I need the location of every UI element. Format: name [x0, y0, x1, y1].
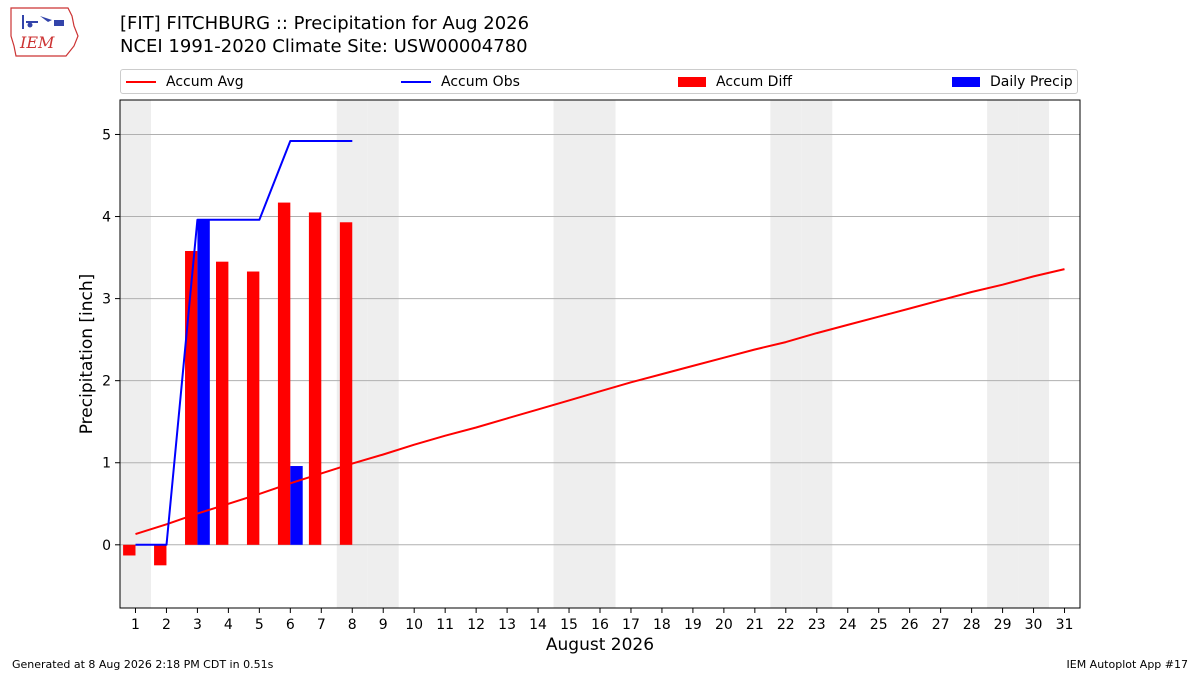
daily-precip-bar — [197, 219, 210, 545]
x-tick-label: 16 — [591, 617, 609, 633]
y-tick-label: 0 — [102, 538, 111, 554]
accum-obs-line — [135, 140, 353, 546]
x-tick-label: 21 — [746, 617, 764, 633]
x-tick-label: 13 — [498, 617, 516, 633]
x-tick-label: 22 — [777, 617, 795, 633]
x-tick-label: 30 — [1025, 617, 1043, 633]
x-tick-label: 11 — [436, 617, 454, 633]
accum-avg-line — [135, 268, 1065, 536]
legend-swatch-accum-avg — [126, 80, 156, 83]
y-tick-label: 1 — [102, 456, 111, 472]
weekend-band — [1018, 100, 1050, 608]
footer-app: IEM Autoplot App #17 — [1066, 658, 1189, 671]
accum-diff-bar — [154, 544, 167, 566]
y-tick-label: 3 — [102, 292, 111, 308]
legend-item-accum-obs: Accum Obs — [401, 70, 520, 93]
chart-title: [FIT] FITCHBURG :: Precipitation for Aug… — [120, 12, 529, 58]
legend-label-daily-precip: Daily Precip — [990, 73, 1073, 90]
x-tick-label: 4 — [224, 617, 233, 633]
x-tick-label: 5 — [255, 617, 264, 633]
x-tick-label: 25 — [870, 617, 888, 633]
y-tick-label: 4 — [102, 210, 111, 226]
weekend-band — [584, 100, 616, 608]
weekend-band — [801, 100, 833, 608]
legend-item-daily-precip: Daily Precip — [952, 70, 1073, 93]
x-tick-label: 28 — [963, 617, 981, 633]
logo-text: IEM — [19, 33, 55, 52]
title-line-2: NCEI 1991-2020 Climate Site: USW00004780 — [120, 36, 528, 57]
legend-item-accum-diff: Accum Diff — [678, 70, 792, 93]
legend-label-accum-avg: Accum Avg — [166, 73, 244, 90]
x-tick-label: 6 — [286, 617, 295, 633]
accum-diff-bar — [277, 202, 291, 545]
accum-diff-bar — [123, 544, 136, 556]
accum-diff-bar — [216, 261, 229, 545]
accum-diff-bar — [339, 222, 353, 545]
x-tick-label: 20 — [715, 617, 733, 633]
x-tick-label: 1 — [131, 617, 140, 633]
legend-label-accum-diff: Accum Diff — [716, 73, 793, 90]
x-tick-label: 10 — [405, 617, 423, 633]
x-tick-label: 8 — [348, 617, 357, 633]
y-axis-label: Precipitation [inch] — [77, 274, 97, 435]
legend-swatch-accum-diff — [678, 76, 706, 87]
x-tick-label: 19 — [684, 617, 702, 633]
x-axis-label: August 2026 — [546, 635, 654, 655]
weekend-band — [367, 100, 399, 608]
x-tick-label: 29 — [994, 617, 1012, 633]
legend: Accum Avg Accum Obs Accum Diff Daily Pre… — [120, 69, 1078, 94]
weekend-band — [120, 100, 151, 608]
legend-swatch-daily-precip — [952, 76, 980, 87]
legend-label-accum-obs: Accum Obs — [441, 73, 520, 90]
weekend-band — [770, 100, 802, 608]
x-tick-label: 26 — [901, 617, 919, 633]
title-line-1: [FIT] FITCHBURG :: Precipitation for Aug… — [120, 13, 530, 34]
x-tick-label: 23 — [808, 617, 826, 633]
iem-logo: IEM — [10, 7, 79, 57]
accum-diff-bar — [246, 271, 260, 545]
weekend-band — [987, 100, 1019, 608]
x-tick-label: 31 — [1056, 617, 1074, 633]
legend-item-accum-avg: Accum Avg — [126, 70, 244, 93]
x-tick-label: 14 — [529, 617, 547, 633]
footer-generated: Generated at 8 Aug 2026 2:18 PM CDT in 0… — [12, 658, 274, 671]
legend-swatch-accum-obs — [401, 80, 431, 83]
x-tick-label: 18 — [653, 617, 671, 633]
x-tick-label: 12 — [467, 617, 485, 633]
x-tick-label: 9 — [379, 617, 388, 633]
x-tick-label: 3 — [193, 617, 202, 633]
accum-diff-bar — [308, 212, 322, 545]
y-tick-label: 5 — [102, 127, 111, 143]
y-tick-label: 2 — [102, 374, 111, 390]
x-tick-label: 24 — [839, 617, 857, 633]
weekend-band — [553, 100, 585, 608]
x-tick-label: 27 — [932, 617, 950, 633]
x-tick-label: 15 — [560, 617, 578, 633]
x-tick-label: 17 — [622, 617, 640, 633]
x-tick-label: 2 — [162, 617, 171, 633]
x-tick-label: 7 — [317, 617, 326, 633]
daily-precip-bar — [290, 466, 303, 545]
